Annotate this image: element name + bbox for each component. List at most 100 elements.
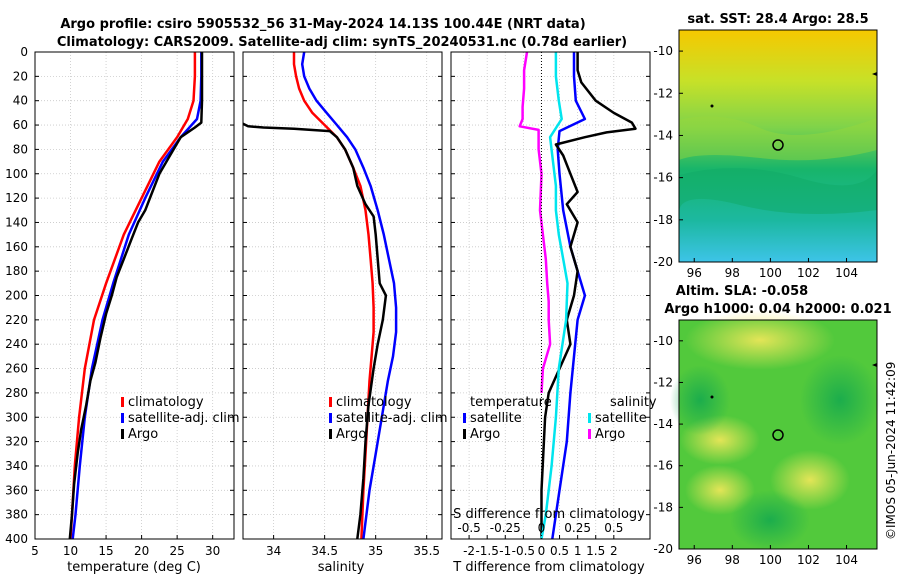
series-line-satellite-adj-clim bbox=[300, 51, 398, 540]
series-line-temperature-argo bbox=[540, 52, 637, 539]
x-tick-label: 34 bbox=[266, 544, 281, 558]
x-tick-label: 1.5 bbox=[586, 544, 605, 558]
depth-tick-label: 80 bbox=[13, 142, 28, 156]
x-tick-label: -2 bbox=[463, 544, 475, 558]
sst-map: sat. SST: 28.4 Argo: 28.5 -10 -12 -14 -16 -1… bbox=[653, 12, 878, 280]
x-tick-label: 35.5 bbox=[413, 544, 440, 558]
sst-field bbox=[679, 30, 877, 262]
legend-label-satellite: satellite-adj. clim bbox=[336, 411, 448, 426]
lat-tick-label: -18 bbox=[653, 213, 673, 227]
difference-xlabel: T difference from climatology bbox=[452, 560, 645, 575]
depth-tick-label: 360 bbox=[5, 483, 28, 497]
temperature-legend: climatology satellite-adj. clim Argo bbox=[121, 395, 240, 442]
land-fragment bbox=[872, 363, 877, 367]
sla-map-frame bbox=[678, 319, 878, 550]
s-tick-label: -0.5 bbox=[457, 521, 480, 535]
lon-tick-label: 96 bbox=[687, 553, 702, 567]
x-tick-label: 15 bbox=[98, 544, 113, 558]
legend-swatch-s-argo bbox=[588, 429, 591, 439]
s-tick-label: 0.25 bbox=[564, 521, 591, 535]
series-line-salinity-argo bbox=[518, 51, 552, 393]
legend-swatch-t-satellite bbox=[463, 413, 466, 423]
depth-tick-label: 280 bbox=[5, 386, 28, 400]
salinity-legend: climatology satellite-adj. clim Argo bbox=[329, 395, 448, 442]
legend-label-climatology: climatology bbox=[336, 395, 412, 410]
series-line-argo bbox=[68, 52, 204, 540]
depth-tick-label: 320 bbox=[5, 435, 28, 449]
legend-temperature-title: temperature bbox=[470, 395, 552, 410]
series-line-climatology bbox=[292, 52, 375, 540]
legend-swatch-argo bbox=[121, 429, 124, 439]
legend-swatch-satellite bbox=[329, 413, 332, 423]
x-tick-label: -1 bbox=[499, 544, 511, 558]
map-dot bbox=[710, 104, 714, 108]
difference-legend-temperature: temperature satellite Argo bbox=[463, 395, 552, 442]
depth-tick-label: 180 bbox=[5, 264, 28, 278]
sla-map: Altim. SLA: -0.058 Argo h1000: 0.04 h200… bbox=[653, 284, 891, 567]
x-tick-label: 35 bbox=[368, 544, 383, 558]
legend-swatch-argo bbox=[329, 429, 332, 439]
lon-tick-label: 98 bbox=[725, 553, 740, 567]
sla-high-blob bbox=[685, 310, 835, 370]
lon-tick-label: 104 bbox=[835, 266, 858, 280]
s-tick-label: -0.25 bbox=[490, 521, 521, 535]
lat-tick-label: -16 bbox=[653, 459, 673, 473]
depth-tick-label: 400 bbox=[5, 532, 28, 546]
depth-axis: 0 20 40 60 80 100 120 140 160 180 200 220 240 260 280 3… bbox=[5, 45, 28, 546]
x-tick-label: 20 bbox=[134, 544, 149, 558]
x-tick-label: -0.5 bbox=[512, 544, 535, 558]
x-tick-label: -1.5 bbox=[475, 544, 498, 558]
sst-map-frame bbox=[678, 29, 878, 263]
depth-tick-label: 160 bbox=[5, 240, 28, 254]
lat-tick-label: -14 bbox=[653, 417, 673, 431]
sla-low-blob bbox=[730, 490, 810, 550]
legend-label-argo: Argo bbox=[336, 427, 366, 442]
depth-tick-label: 20 bbox=[13, 69, 28, 83]
sst-map-title: sat. SST: 28.4 Argo: 28.5 bbox=[687, 12, 868, 27]
temperature-panel: 5 10 15 20 25 30 temperature (deg C) climatol… bbox=[31, 51, 240, 575]
argo-location-marker bbox=[772, 139, 784, 151]
imos-credit: ©IMOS 05-Jun-2024 11:42:09 bbox=[884, 362, 898, 540]
difference-legend-salinity: salinity satellite Argo bbox=[588, 395, 657, 442]
argo-location-marker bbox=[772, 429, 784, 441]
legend-label-s-argo: Argo bbox=[595, 427, 625, 442]
x-tick-label: 1 bbox=[574, 544, 582, 558]
x-tick-label: 30 bbox=[205, 544, 220, 558]
salinity-frame bbox=[242, 51, 443, 540]
lon-tick-label: 104 bbox=[835, 553, 858, 567]
salinity-panel: 34 34.5 35 35.5 salinity climatology satell… bbox=[242, 51, 448, 575]
legend-label-t-satellite: satellite bbox=[470, 411, 522, 426]
series-line-argo bbox=[242, 122, 388, 540]
legend-swatch-climatology bbox=[329, 397, 332, 407]
lat-tick-label: -12 bbox=[653, 86, 673, 100]
sla-high-blob bbox=[685, 465, 755, 515]
legend-label-satellite: satellite-adj. clim bbox=[128, 411, 240, 426]
depth-tick-label: 0 bbox=[20, 45, 28, 59]
x-tick-label: 25 bbox=[170, 544, 185, 558]
s-tick-label: 0 bbox=[538, 521, 546, 535]
x-tick-label: 10 bbox=[63, 544, 78, 558]
s-difference-label: S difference from climatology bbox=[453, 507, 645, 522]
depth-tick-label: 240 bbox=[5, 337, 28, 351]
x-tick-label: 5 bbox=[31, 544, 39, 558]
lat-tick-label: -10 bbox=[653, 44, 673, 58]
temperature-xlabel: temperature (deg C) bbox=[67, 560, 201, 575]
legend-swatch-satellite bbox=[121, 413, 124, 423]
sla-low-blob bbox=[670, 365, 730, 435]
legend-label-climatology: climatology bbox=[128, 395, 204, 410]
depth-tick-label: 260 bbox=[5, 362, 28, 376]
lat-tick-label: -20 bbox=[653, 255, 673, 269]
series-line-climatology bbox=[69, 52, 197, 540]
lat-tick-label: -12 bbox=[653, 375, 673, 389]
depth-tick-label: 120 bbox=[5, 191, 28, 205]
depth-tick-label: 220 bbox=[5, 313, 28, 327]
lon-tick-label: 100 bbox=[759, 266, 782, 280]
sla-low-blob bbox=[800, 355, 880, 445]
depth-tick-label: 380 bbox=[5, 508, 28, 522]
sla-map-title2: Argo h1000: 0.04 h2000: 0.021 bbox=[664, 302, 891, 317]
legend-swatch-s-satellite bbox=[588, 413, 591, 423]
x-tick-label: 2 bbox=[610, 544, 618, 558]
lon-tick-label: 102 bbox=[797, 553, 820, 567]
lat-tick-label: -10 bbox=[653, 334, 673, 348]
